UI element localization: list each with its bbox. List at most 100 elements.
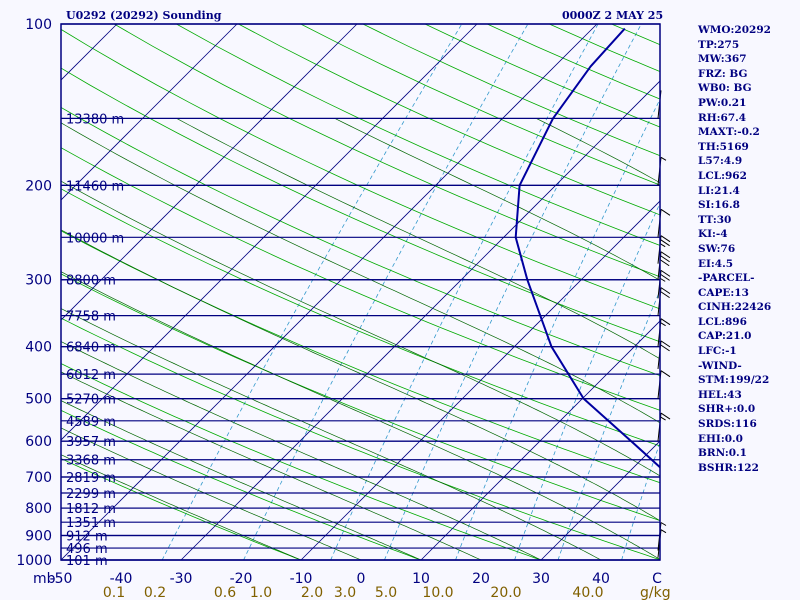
mixing-ratio-label: 0.1 [103, 585, 125, 600]
index-item: SHR+:0.0 [698, 403, 756, 416]
mixing-ratio-line [161, 24, 463, 560]
isotherm [540, 440, 660, 560]
height-level-label: 4589 m [66, 415, 116, 430]
temperature-tick-label: C [652, 571, 662, 587]
wind-barb-feather [660, 287, 671, 295]
index-item: LCL:962 [698, 169, 747, 182]
height-level-label: 13380 m [66, 112, 124, 127]
wind-barb-feather [659, 259, 670, 267]
dry-adiabat [61, 28, 660, 310]
dry-adiabat [61, 273, 660, 522]
moist-adiabat [176, 118, 660, 360]
temperature-tick-label: -40 [110, 571, 133, 587]
temperature-tick-label: -30 [170, 571, 193, 587]
height-level-label: 1351 m [66, 516, 116, 531]
index-item: EI:4.5 [698, 257, 734, 270]
index-item: RH:67.4 [698, 111, 747, 124]
index-item: L57:4.9 [698, 155, 743, 168]
plot-frame [60, 23, 661, 561]
moist-adiabat [61, 371, 482, 560]
height-level-label: 5270 m [66, 393, 116, 408]
temperature-tick-label: 30 [532, 571, 550, 587]
wind-barb-feather [660, 156, 667, 161]
temperature-tick-label: 40 [592, 571, 610, 587]
mixing-ratio-label: 1.0 [250, 585, 272, 600]
height-level-label: 11460 m [66, 179, 124, 194]
index-item: MAXT:-0.2 [698, 126, 760, 139]
wind-barb-feather [660, 235, 671, 243]
temperature-tick-label: -10 [290, 571, 313, 587]
index-item: EHI:0.0 [698, 432, 743, 445]
pressure-tick-label: 300 [25, 273, 52, 289]
mixing-ratio-label: 3.0 [334, 585, 356, 600]
dry-adiabat [61, 147, 660, 411]
index-item: WMO:20292 [698, 24, 771, 36]
temperature-tick-label: 20 [472, 571, 490, 587]
pressure-tick-label: 900 [25, 528, 52, 544]
dry-adiabat [61, 106, 660, 376]
temperature-tick-label: 10 [412, 571, 430, 587]
wind-barb-feather [660, 340, 671, 348]
index-item: LI:21.4 [698, 184, 740, 197]
height-level-label: 8800 m [66, 274, 116, 289]
index-item: TP:275 [698, 38, 740, 51]
wind-barb-feather [659, 243, 666, 248]
plot-area [61, 24, 660, 560]
index-item: SRDS:116 [698, 418, 757, 431]
mixing-ratio-line [330, 24, 599, 560]
height-level-label: 101 m [66, 554, 108, 569]
index-item: WB0: BG [698, 82, 752, 95]
index-item: -WIND- [698, 359, 742, 372]
height-level-label: 10000 m [66, 231, 124, 246]
dry-adiabat [61, 409, 422, 560]
wind-barb-feather [660, 208, 671, 216]
wind-barb-feather [660, 269, 671, 277]
index-item: TH:5169 [698, 140, 749, 153]
pressure-tick-label: 200 [25, 178, 52, 194]
wind-barb-feather [660, 318, 671, 326]
dry-adiabat [61, 67, 660, 343]
pressure-tick-label: 100 [25, 17, 52, 33]
isotherm [180, 80, 660, 560]
isotherm [420, 320, 660, 560]
mixing-ratio-label: 20.0 [490, 585, 521, 600]
wind-barb-feather [660, 322, 666, 327]
wind-barb-feather [660, 412, 671, 420]
height-level-label: 3368 m [66, 454, 116, 469]
wind-barb-feather [660, 522, 667, 526]
height-level-label: 2299 m [66, 487, 116, 502]
height-level-label: 6012 m [66, 368, 116, 383]
index-item: HEL:43 [698, 388, 742, 401]
mixing-ratio-unit-label: g/kg [640, 585, 671, 600]
isotherm [300, 200, 660, 560]
index-item: STM:199/22 [698, 374, 770, 387]
wind-barb-feather [660, 239, 670, 247]
index-item: KI:-4 [698, 228, 728, 241]
moist-adiabat [61, 341, 542, 560]
moist-adiabat [61, 400, 422, 560]
moist-adiabat [61, 454, 302, 560]
wind-barb [657, 529, 667, 558]
wind-barb-feather [660, 529, 667, 534]
mixing-ratio-label: 40.0 [572, 585, 603, 600]
pressure-tick-label: 1000 [16, 553, 52, 569]
pressure-tick-label: 500 [25, 392, 52, 408]
index-item: BRN:0.1 [698, 447, 747, 460]
pressure-tick-label: 400 [25, 340, 52, 356]
stability-indices-panel: WMO:20292 TP:275 MW:367 FRZ: BG WB0: BG PW:0.… [698, 23, 798, 475]
moist-adiabat [61, 308, 602, 560]
isotherm [61, 24, 598, 560]
moist-adiabat [334, 118, 660, 281]
pressure-unit-label: mb [33, 571, 56, 587]
mixing-ratio-line [243, 24, 529, 560]
index-item: SI:16.8 [698, 199, 740, 212]
chart-title: U0292 (20292) Sounding [66, 9, 222, 22]
moist-adiabat [61, 271, 660, 560]
wind-barb-feather [660, 255, 670, 263]
index-item: LCL:896 [698, 315, 747, 328]
isotherm [61, 24, 358, 321]
height-level-label: 7758 m [66, 310, 116, 325]
index-item: FRZ: BG [698, 67, 748, 80]
pressure-tick-label: 800 [25, 501, 52, 517]
